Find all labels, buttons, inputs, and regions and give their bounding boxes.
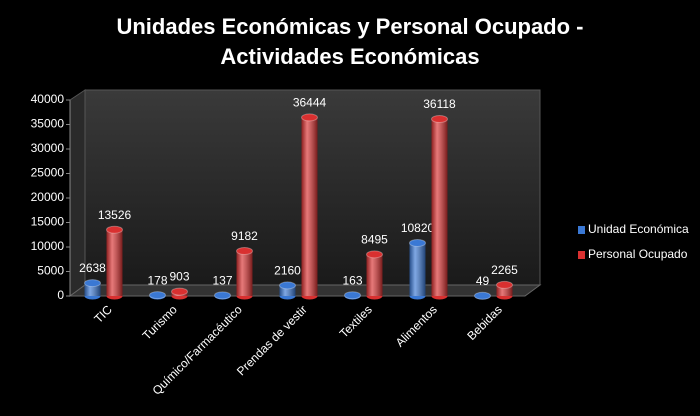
bar-top <box>366 250 383 259</box>
value-label: 2160 <box>274 264 301 278</box>
value-label: 9182 <box>231 229 258 243</box>
bar-top <box>431 115 448 124</box>
y-tick-label: 15000 <box>31 215 65 229</box>
x-tick-label: TIC <box>91 302 115 326</box>
bar <box>496 280 513 300</box>
bar-top <box>344 291 361 300</box>
bar-top <box>84 279 101 288</box>
x-tick-label: Alimentos <box>393 302 440 349</box>
bar-shade <box>106 229 123 296</box>
bar <box>409 238 426 300</box>
x-tick-label: Textiles <box>337 302 375 340</box>
legend-label: Personal Ocupado <box>588 247 688 261</box>
bar-shade <box>236 251 253 296</box>
value-label: 163 <box>342 273 362 287</box>
bar <box>366 250 383 300</box>
x-tick-label: Bebidas <box>464 302 505 343</box>
bar <box>279 281 296 300</box>
value-label: 2265 <box>491 263 518 277</box>
bar-top <box>214 291 231 300</box>
bar-shade <box>84 283 101 296</box>
bar <box>149 291 166 300</box>
x-tick-label: Prendas de vestir <box>234 302 310 378</box>
bar-shade <box>496 284 513 296</box>
bar-shade <box>409 242 426 296</box>
legend-label: Unidad Económica <box>588 222 689 236</box>
y-tick-label: 0 <box>57 288 64 302</box>
legend-swatch <box>578 226 585 234</box>
value-label: 49 <box>476 274 490 288</box>
value-label: 903 <box>169 270 189 284</box>
bar <box>214 291 231 300</box>
bar-top <box>171 287 188 296</box>
bar <box>344 291 361 300</box>
value-label: 10820 <box>401 221 435 235</box>
bar <box>171 287 188 300</box>
chart-title: Unidades Económicas y Personal Ocupado -… <box>116 14 584 69</box>
bar <box>106 225 123 300</box>
value-label: 8495 <box>361 233 388 247</box>
bar <box>474 291 491 300</box>
bar-shade <box>431 119 448 297</box>
bar-top <box>149 291 166 300</box>
y-tick-label: 5000 <box>37 264 64 278</box>
x-tick-label: Turismo <box>140 302 180 342</box>
bar <box>301 113 318 300</box>
y-tick-label: 10000 <box>31 239 65 253</box>
y-tick-label: 30000 <box>31 141 65 155</box>
bar-top <box>301 113 318 122</box>
bar-shade <box>279 285 296 296</box>
bar-top <box>106 225 123 234</box>
y-tick-label: 40000 <box>31 92 65 106</box>
value-label: 2638 <box>79 261 106 275</box>
bar-top <box>279 281 296 290</box>
bar-shade <box>301 117 318 296</box>
bar <box>431 115 448 300</box>
bar-top <box>409 238 426 247</box>
value-label: 36444 <box>293 96 327 110</box>
y-tick-label: 25000 <box>31 166 65 180</box>
bar-shade <box>366 254 383 296</box>
value-label: 178 <box>147 273 167 287</box>
legend-swatch <box>578 251 585 259</box>
bar-top <box>236 247 253 256</box>
value-label: 13526 <box>98 208 132 222</box>
bar <box>84 279 101 300</box>
y-tick-label: 35000 <box>31 117 65 131</box>
bar-top <box>474 291 491 300</box>
value-label: 36118 <box>423 97 456 111</box>
y-tick-label: 20000 <box>31 190 65 204</box>
bar <box>236 247 253 300</box>
bar-top <box>496 280 513 289</box>
value-label: 137 <box>212 274 232 288</box>
